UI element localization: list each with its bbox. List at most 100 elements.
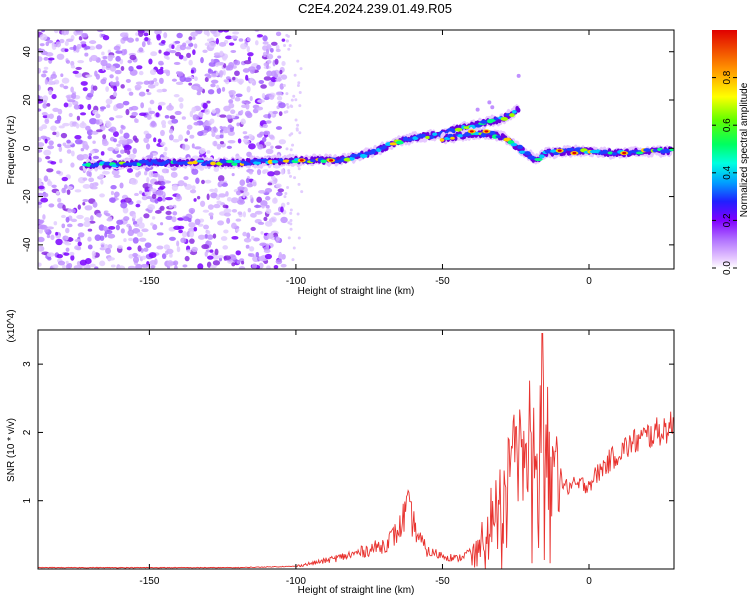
noise-speck: [123, 48, 128, 55]
noise-speck: [48, 140, 54, 146]
noise-speck: [82, 202, 86, 206]
noise-speck: [81, 32, 88, 38]
noise-speck: [58, 146, 63, 153]
noise-speck: [263, 76, 272, 81]
noise-speck: [70, 64, 76, 69]
noise-speck: [212, 255, 220, 260]
noise-speck: [118, 139, 125, 145]
noise-speck: [84, 52, 89, 57]
noise-speck: [138, 237, 147, 242]
noise-speck: [212, 260, 221, 266]
noise-speck: [213, 52, 221, 56]
noise-speck: [113, 138, 117, 143]
noise-speck: [120, 124, 124, 129]
noise-speck: [44, 138, 48, 144]
noise-speck: [92, 155, 100, 160]
noise-speck: [115, 76, 119, 82]
noise-speck: [67, 99, 76, 103]
noise-speck: [188, 59, 193, 66]
noise-speck: [82, 198, 89, 203]
noise-speck: [193, 43, 198, 49]
noise-speck: [191, 168, 199, 175]
noise-speck: [216, 87, 222, 94]
noise-speck: [248, 143, 256, 150]
noise-speck: [131, 111, 138, 117]
trace-blob: [568, 147, 575, 152]
noise-speck: [87, 228, 93, 232]
noise-speck: [125, 78, 131, 83]
noise-speck: [141, 255, 147, 260]
trace-blob: [429, 135, 435, 139]
noise-speck: [82, 184, 91, 189]
noise-speck: [65, 263, 71, 269]
noise-speck: [216, 84, 220, 89]
trace-blob: [500, 117, 508, 121]
noise-speck: [138, 112, 147, 117]
noise-speck: [144, 36, 149, 42]
noise-speck: [38, 201, 43, 205]
noise-speck: [73, 104, 80, 110]
noise-speck: [270, 76, 278, 83]
noise-speck: [55, 231, 59, 236]
noise-speck: [214, 107, 221, 114]
noise-speck: [247, 52, 254, 57]
noise-speck: [50, 125, 57, 131]
noise-speck: [256, 106, 264, 111]
noise-speck: [88, 152, 92, 157]
noise-speck: [71, 150, 75, 157]
noise-speck: [39, 43, 45, 47]
noise-speck: [132, 252, 138, 258]
noise-speck: [135, 263, 143, 269]
trace-blob: [252, 161, 262, 165]
noise-speck: [299, 67, 303, 71]
noise-speck: [241, 100, 246, 104]
noise-speck: [260, 231, 264, 235]
noise-speck: [228, 42, 235, 46]
noise-speck: [119, 129, 124, 134]
noise-speck: [248, 66, 256, 72]
noise-speck: [105, 247, 112, 255]
noise-speck: [190, 31, 198, 37]
noise-speck: [143, 213, 150, 219]
noise-speck: [55, 131, 60, 138]
noise-speck: [75, 123, 80, 129]
noise-speck: [246, 85, 251, 93]
noise-speck: [67, 236, 73, 242]
noise-speck: [70, 254, 75, 261]
noise-speck: [42, 95, 49, 102]
noise-speck: [100, 151, 105, 156]
noise-speck: [111, 169, 120, 176]
noise-speck: [148, 58, 153, 65]
noise-speck: [219, 50, 224, 56]
noise-speck: [63, 252, 70, 256]
noise-speck: [180, 237, 187, 243]
noise-speck: [228, 61, 235, 69]
noise-speck: [73, 44, 77, 51]
trace-blob: [611, 152, 618, 156]
noise-speck: [173, 93, 180, 98]
trace-blob: [450, 136, 455, 140]
noise-speck: [235, 218, 242, 222]
noise-speck: [289, 148, 293, 152]
noise-speck: [47, 180, 53, 187]
noise-speck: [176, 32, 183, 39]
noise-speck: [74, 238, 81, 243]
noise-speck: [242, 193, 246, 199]
noise-speck: [60, 73, 64, 78]
noise-speck: [102, 55, 108, 60]
noise-speck: [287, 169, 291, 173]
noise-speck: [38, 136, 42, 141]
noise-speck: [297, 182, 301, 186]
trace-blob: [192, 160, 198, 165]
noise-speck: [98, 173, 105, 179]
noise-speck: [289, 219, 293, 223]
noise-speck: [89, 182, 94, 189]
noise-speck: [155, 112, 160, 118]
noise-speck: [63, 85, 69, 90]
noise-speck: [191, 143, 195, 149]
noise-speck: [225, 190, 229, 197]
noise-speck: [287, 221, 291, 225]
noise-speck: [170, 171, 178, 178]
noise-speck: [130, 105, 139, 111]
noise-speck: [174, 264, 178, 269]
